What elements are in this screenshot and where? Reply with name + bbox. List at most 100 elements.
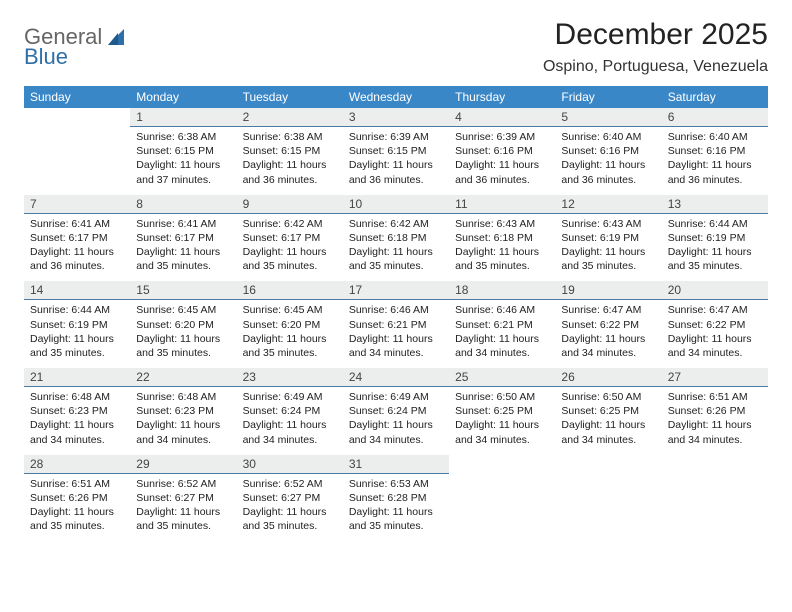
sunrise-text: Sunrise: 6:38 AM: [136, 130, 230, 144]
daylight-text: Daylight: 11 hours and 34 minutes.: [349, 332, 443, 360]
day-cell: Sunrise: 6:43 AMSunset: 6:19 PMDaylight:…: [555, 213, 661, 281]
sunset-text: Sunset: 6:27 PM: [243, 491, 337, 505]
sunset-text: Sunset: 6:19 PM: [561, 231, 655, 245]
daylight-text: Daylight: 11 hours and 35 minutes.: [668, 245, 762, 273]
day-number: 8: [130, 195, 236, 214]
day-number: 27: [662, 368, 768, 387]
day-cell: Sunrise: 6:50 AMSunset: 6:25 PMDaylight:…: [449, 387, 555, 455]
sunset-text: Sunset: 6:19 PM: [30, 318, 124, 332]
day-cell: Sunrise: 6:42 AMSunset: 6:17 PMDaylight:…: [237, 213, 343, 281]
daylight-text: Daylight: 11 hours and 35 minutes.: [349, 505, 443, 533]
sunset-text: Sunset: 6:19 PM: [668, 231, 762, 245]
daylight-text: Daylight: 11 hours and 34 minutes.: [349, 418, 443, 446]
day-cell: [449, 473, 555, 541]
day-number: 14: [24, 281, 130, 300]
day-cell: Sunrise: 6:43 AMSunset: 6:18 PMDaylight:…: [449, 213, 555, 281]
sunrise-text: Sunrise: 6:38 AM: [243, 130, 337, 144]
sunset-text: Sunset: 6:20 PM: [243, 318, 337, 332]
day-number: 29: [130, 455, 236, 474]
sunrise-text: Sunrise: 6:39 AM: [349, 130, 443, 144]
day-cell: [24, 127, 130, 195]
day-number: 18: [449, 281, 555, 300]
sunset-text: Sunset: 6:20 PM: [136, 318, 230, 332]
sunrise-text: Sunrise: 6:43 AM: [561, 217, 655, 231]
sunrise-text: Sunrise: 6:48 AM: [136, 390, 230, 404]
weekday-header: Saturday: [662, 86, 768, 108]
day-cell: [555, 473, 661, 541]
day-cell: Sunrise: 6:41 AMSunset: 6:17 PMDaylight:…: [130, 213, 236, 281]
sunrise-text: Sunrise: 6:44 AM: [668, 217, 762, 231]
day-number: 15: [130, 281, 236, 300]
day-cell: Sunrise: 6:38 AMSunset: 6:15 PMDaylight:…: [130, 127, 236, 195]
weekday-header: Sunday: [24, 86, 130, 108]
day-number: 11: [449, 195, 555, 214]
sunrise-text: Sunrise: 6:47 AM: [561, 303, 655, 317]
sunrise-text: Sunrise: 6:50 AM: [561, 390, 655, 404]
day-cell: Sunrise: 6:44 AMSunset: 6:19 PMDaylight:…: [662, 213, 768, 281]
sunrise-text: Sunrise: 6:49 AM: [349, 390, 443, 404]
day-number: [449, 455, 555, 474]
day-number: 5: [555, 108, 661, 127]
daylight-text: Daylight: 11 hours and 35 minutes.: [136, 505, 230, 533]
daynum-row: 14151617181920: [24, 281, 768, 300]
day-number: 31: [343, 455, 449, 474]
daynum-row: 78910111213: [24, 195, 768, 214]
daylight-text: Daylight: 11 hours and 34 minutes.: [561, 332, 655, 360]
day-number: 28: [24, 455, 130, 474]
daylight-text: Daylight: 11 hours and 35 minutes.: [349, 245, 443, 273]
daylight-text: Daylight: 11 hours and 35 minutes.: [136, 332, 230, 360]
day-number: 9: [237, 195, 343, 214]
day-cell: Sunrise: 6:46 AMSunset: 6:21 PMDaylight:…: [343, 300, 449, 368]
sunrise-text: Sunrise: 6:45 AM: [136, 303, 230, 317]
sunset-text: Sunset: 6:22 PM: [668, 318, 762, 332]
day-number: [24, 108, 130, 127]
week-row: Sunrise: 6:41 AMSunset: 6:17 PMDaylight:…: [24, 213, 768, 281]
day-cell: [662, 473, 768, 541]
day-number: [662, 455, 768, 474]
sunrise-text: Sunrise: 6:51 AM: [30, 477, 124, 491]
sunset-text: Sunset: 6:26 PM: [668, 404, 762, 418]
sunset-text: Sunset: 6:21 PM: [349, 318, 443, 332]
sunset-text: Sunset: 6:25 PM: [561, 404, 655, 418]
daylight-text: Daylight: 11 hours and 35 minutes.: [243, 505, 337, 533]
brand-word-blue: Blue: [24, 44, 68, 70]
day-cell: Sunrise: 6:52 AMSunset: 6:27 PMDaylight:…: [130, 473, 236, 541]
daylight-text: Daylight: 11 hours and 36 minutes.: [243, 158, 337, 186]
sunset-text: Sunset: 6:18 PM: [455, 231, 549, 245]
day-number: 7: [24, 195, 130, 214]
sunrise-text: Sunrise: 6:48 AM: [30, 390, 124, 404]
page-subtitle: Ospino, Portuguesa, Venezuela: [543, 58, 768, 76]
day-number: 25: [449, 368, 555, 387]
day-number: 21: [24, 368, 130, 387]
day-number: 19: [555, 281, 661, 300]
day-cell: Sunrise: 6:40 AMSunset: 6:16 PMDaylight:…: [662, 127, 768, 195]
page-title: December 2025: [543, 18, 768, 52]
day-number: 22: [130, 368, 236, 387]
sunset-text: Sunset: 6:23 PM: [30, 404, 124, 418]
day-cell: Sunrise: 6:45 AMSunset: 6:20 PMDaylight:…: [130, 300, 236, 368]
weekday-header: Wednesday: [343, 86, 449, 108]
day-cell: Sunrise: 6:44 AMSunset: 6:19 PMDaylight:…: [24, 300, 130, 368]
day-number: 10: [343, 195, 449, 214]
day-cell: Sunrise: 6:38 AMSunset: 6:15 PMDaylight:…: [237, 127, 343, 195]
sunrise-text: Sunrise: 6:39 AM: [455, 130, 549, 144]
daylight-text: Daylight: 11 hours and 36 minutes.: [349, 158, 443, 186]
sunset-text: Sunset: 6:24 PM: [243, 404, 337, 418]
daylight-text: Daylight: 11 hours and 35 minutes.: [561, 245, 655, 273]
title-block: December 2025 Ospino, Portuguesa, Venezu…: [543, 18, 768, 76]
weekday-header: Thursday: [449, 86, 555, 108]
sunset-text: Sunset: 6:16 PM: [561, 144, 655, 158]
day-cell: Sunrise: 6:49 AMSunset: 6:24 PMDaylight:…: [343, 387, 449, 455]
sunset-text: Sunset: 6:25 PM: [455, 404, 549, 418]
day-number: 3: [343, 108, 449, 127]
sunrise-text: Sunrise: 6:40 AM: [668, 130, 762, 144]
daylight-text: Daylight: 11 hours and 36 minutes.: [561, 158, 655, 186]
day-number: 20: [662, 281, 768, 300]
daylight-text: Daylight: 11 hours and 34 minutes.: [136, 418, 230, 446]
day-number: 2: [237, 108, 343, 127]
sunrise-text: Sunrise: 6:42 AM: [349, 217, 443, 231]
day-cell: Sunrise: 6:51 AMSunset: 6:26 PMDaylight:…: [662, 387, 768, 455]
day-cell: Sunrise: 6:46 AMSunset: 6:21 PMDaylight:…: [449, 300, 555, 368]
daynum-row: 28293031: [24, 455, 768, 474]
weekday-header: Monday: [130, 86, 236, 108]
